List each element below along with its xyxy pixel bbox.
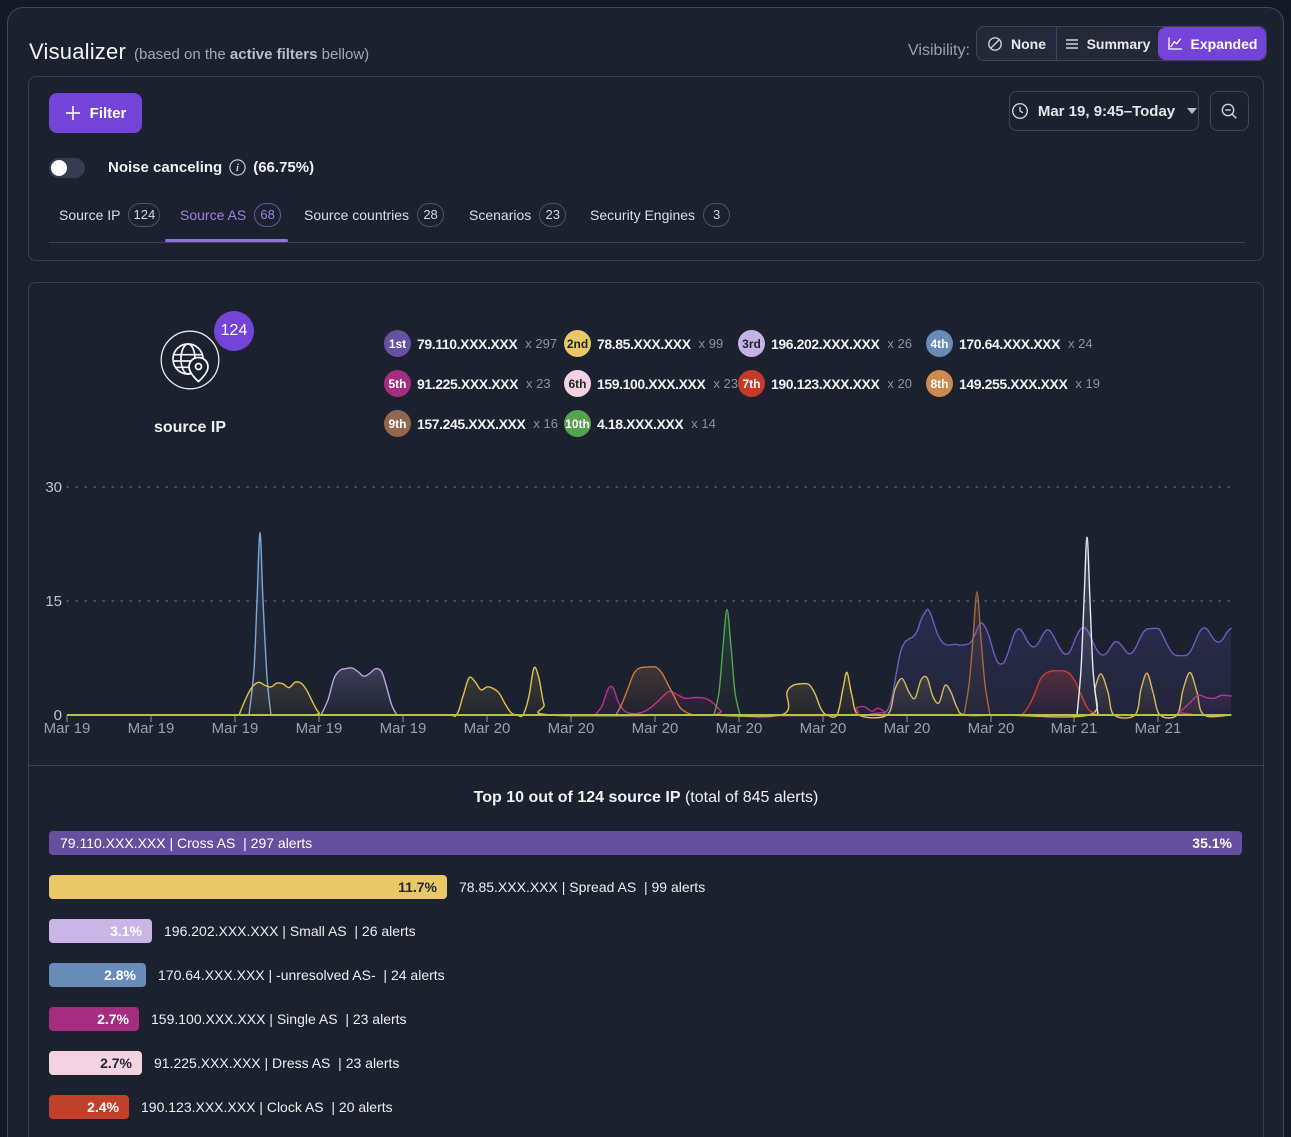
svg-text:i: i [236, 163, 239, 174]
